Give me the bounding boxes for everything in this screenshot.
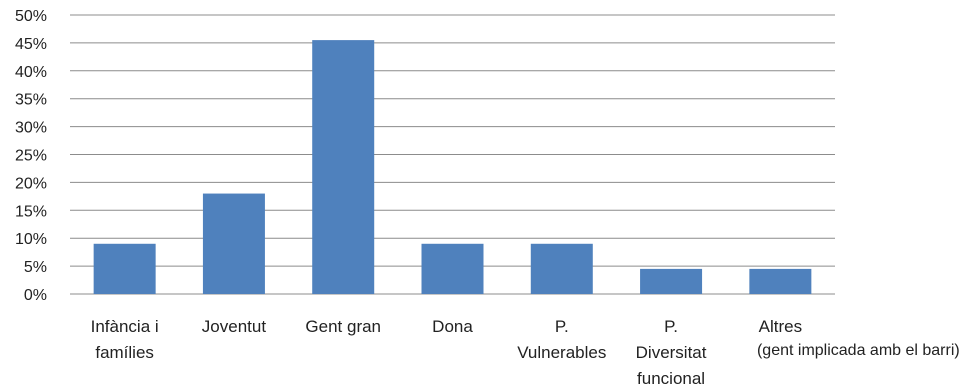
y-tick-label: 10% [15, 231, 47, 248]
y-tick-label: 15% [15, 203, 47, 220]
y-tick-label: 25% [15, 148, 47, 165]
bar [312, 40, 375, 294]
bar [749, 268, 812, 294]
bar [421, 243, 484, 294]
bar [530, 243, 593, 294]
y-axis-tick-labels: 0% 5% 10% 15% 20% 25% 30% 35% 40% 45% 50% [15, 8, 47, 304]
x-category-label: P. Vulnerables [517, 317, 606, 362]
y-tick-label: 50% [15, 8, 47, 25]
bar [640, 268, 703, 294]
y-tick-label: 30% [15, 120, 47, 137]
x-category-label: Altres [759, 317, 802, 336]
y-tick-label: 35% [15, 92, 47, 109]
x-category-label: Gent gran [305, 317, 381, 336]
y-tick-label: 45% [15, 36, 47, 53]
bars [93, 40, 812, 294]
x-category-note: (gent implicada amb el barri) [757, 342, 960, 359]
x-category-label: Dona [432, 317, 473, 336]
y-tick-label: 0% [24, 287, 47, 304]
y-tick-label: 20% [15, 175, 47, 192]
bar [202, 193, 265, 294]
x-axis-category-labels: Infància i famílies Joventut Gent gran Dona P… [91, 317, 960, 388]
x-category-label: P. Diversitat funcional [636, 317, 707, 388]
y-tick-label: 5% [24, 259, 47, 276]
y-tick-label: 40% [15, 64, 47, 81]
x-category-label: Infància i famílies [91, 317, 159, 362]
gridlines [70, 14, 835, 295]
bar [93, 243, 156, 294]
x-category-label: Joventut [202, 317, 267, 336]
